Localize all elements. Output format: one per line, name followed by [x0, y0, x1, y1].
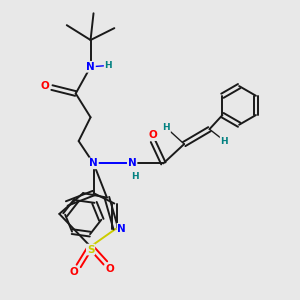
Text: N: N [128, 158, 136, 168]
Text: S: S [87, 244, 94, 255]
Text: H: H [131, 172, 139, 181]
Text: O: O [40, 81, 49, 91]
Text: O: O [70, 267, 79, 277]
Text: N: N [89, 158, 98, 168]
Text: H: H [220, 136, 228, 146]
Text: H: H [163, 123, 170, 132]
Text: H: H [105, 61, 112, 70]
Text: O: O [148, 130, 157, 140]
Text: N: N [117, 224, 126, 234]
Text: O: O [106, 264, 114, 274]
Text: N: N [86, 62, 95, 72]
